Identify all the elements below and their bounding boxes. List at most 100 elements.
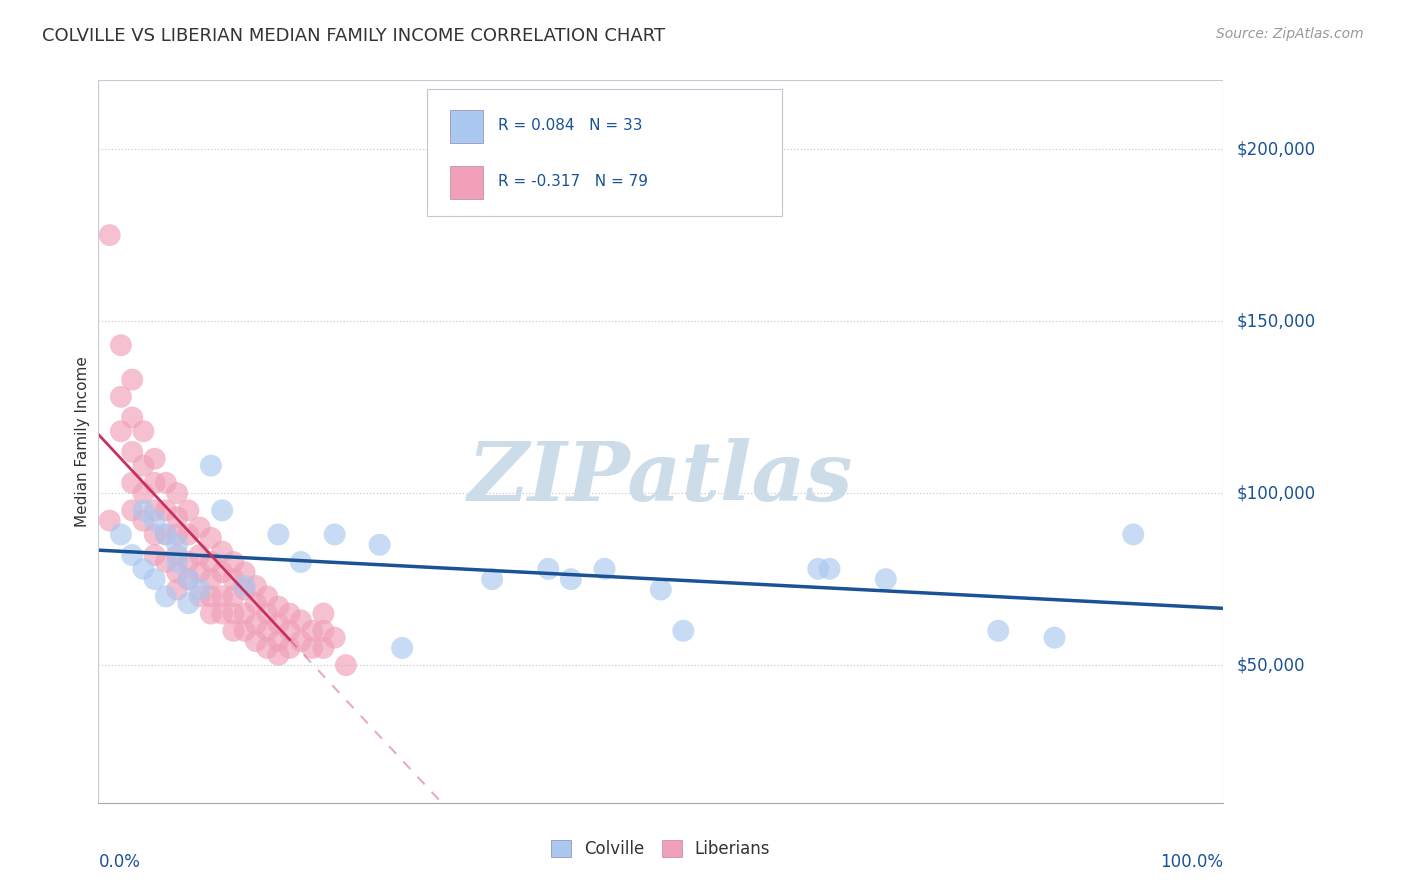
Point <box>267 616 290 631</box>
Point <box>256 640 278 655</box>
Point <box>290 555 312 569</box>
Point <box>818 562 841 576</box>
Point <box>177 572 200 586</box>
Point <box>650 582 672 597</box>
Point <box>222 555 245 569</box>
Point <box>143 475 166 490</box>
Point <box>188 582 211 597</box>
Point <box>267 634 290 648</box>
Point <box>143 451 166 466</box>
Point <box>245 634 267 648</box>
Point <box>537 562 560 576</box>
Point <box>177 596 200 610</box>
Text: 100.0%: 100.0% <box>1160 854 1223 871</box>
Point <box>143 503 166 517</box>
Point <box>222 572 245 586</box>
Point <box>166 486 188 500</box>
Point <box>121 503 143 517</box>
FancyBboxPatch shape <box>450 166 484 199</box>
Point <box>110 390 132 404</box>
Point <box>233 579 256 593</box>
Point <box>200 590 222 604</box>
Point <box>368 538 391 552</box>
Point <box>188 520 211 534</box>
Point <box>155 503 177 517</box>
Point <box>211 544 233 558</box>
Point <box>121 548 143 562</box>
Point <box>987 624 1010 638</box>
FancyBboxPatch shape <box>427 89 782 216</box>
Point <box>200 572 222 586</box>
Point <box>155 527 177 541</box>
Point <box>278 624 301 638</box>
Point <box>233 566 256 580</box>
Point <box>166 527 188 541</box>
Point <box>222 590 245 604</box>
Point <box>593 562 616 576</box>
Point <box>672 624 695 638</box>
Legend: Colville, Liberians: Colville, Liberians <box>543 832 779 867</box>
Point <box>267 527 290 541</box>
Point <box>807 562 830 576</box>
Point <box>98 514 121 528</box>
Point <box>132 503 155 517</box>
Text: Source: ZipAtlas.com: Source: ZipAtlas.com <box>1216 27 1364 41</box>
Point <box>166 555 188 569</box>
Point <box>312 624 335 638</box>
Point <box>166 538 188 552</box>
Point <box>132 514 155 528</box>
Text: $100,000: $100,000 <box>1237 484 1316 502</box>
Y-axis label: Median Family Income: Median Family Income <box>75 356 90 527</box>
Point <box>256 624 278 638</box>
Point <box>256 607 278 621</box>
Point <box>177 503 200 517</box>
Point <box>200 458 222 473</box>
Point <box>278 607 301 621</box>
Point <box>177 555 200 569</box>
Text: $200,000: $200,000 <box>1237 140 1316 158</box>
Point <box>166 548 188 562</box>
Point <box>290 634 312 648</box>
Point <box>121 373 143 387</box>
Point <box>1122 527 1144 541</box>
Point <box>132 424 155 438</box>
Point <box>121 475 143 490</box>
Point <box>155 527 177 541</box>
Point <box>155 590 177 604</box>
Bar <box>98 80 1223 803</box>
Point <box>211 590 233 604</box>
Text: COLVILLE VS LIBERIAN MEDIAN FAMILY INCOME CORRELATION CHART: COLVILLE VS LIBERIAN MEDIAN FAMILY INCOM… <box>42 27 665 45</box>
Point <box>121 445 143 459</box>
Point <box>132 458 155 473</box>
Point <box>143 527 166 541</box>
Point <box>143 572 166 586</box>
Point <box>155 555 177 569</box>
Point <box>1043 631 1066 645</box>
Point <box>233 607 256 621</box>
Point <box>166 566 188 580</box>
Text: 0.0%: 0.0% <box>98 854 141 871</box>
Point <box>211 607 233 621</box>
Point <box>110 527 132 541</box>
Point <box>188 590 211 604</box>
Point <box>132 486 155 500</box>
Text: $50,000: $50,000 <box>1237 657 1306 674</box>
Point <box>98 228 121 243</box>
Text: $150,000: $150,000 <box>1237 312 1316 330</box>
Point <box>200 555 222 569</box>
Point <box>177 527 200 541</box>
Point <box>143 514 166 528</box>
Point <box>233 624 256 638</box>
FancyBboxPatch shape <box>450 110 484 143</box>
Point <box>481 572 503 586</box>
Point <box>245 579 267 593</box>
Point <box>301 624 323 638</box>
Point <box>110 424 132 438</box>
Point <box>290 614 312 628</box>
Text: R = -0.317   N = 79: R = -0.317 N = 79 <box>498 174 648 189</box>
Point <box>211 503 233 517</box>
Point <box>177 572 200 586</box>
Point <box>188 548 211 562</box>
Point <box>155 475 177 490</box>
Point <box>200 607 222 621</box>
